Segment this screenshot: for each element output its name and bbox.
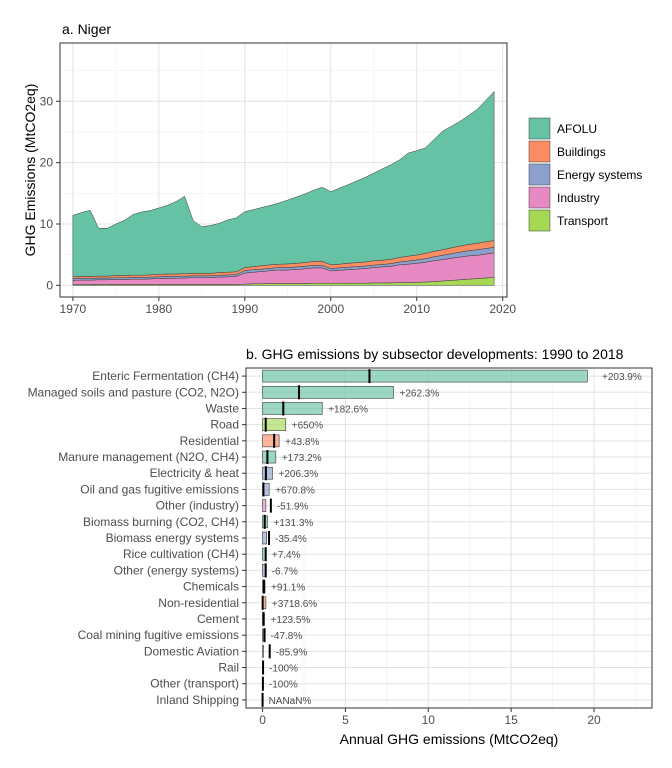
bar-electricity-heat [262,466,273,480]
legend-swatch-transport [528,209,551,232]
panel-a-title: a. Niger [62,21,111,37]
x-tick-label: 10 [422,713,436,727]
category-label: Inland Shipping [156,693,239,707]
change-label: +203.9% [602,372,642,383]
legend-label-afolu: AFOLU [557,122,597,136]
bar-road [262,418,287,431]
y-axis-title: GHG Emissions (MtCO2eq) [22,84,38,257]
panel-b-plot: +203.9% Enteric Fermentation (CH4) +262.3%… [28,367,653,727]
bar-biomass-energy-systems [262,531,268,545]
category-label: Domestic Aviation [144,644,239,658]
change-label: +173.2% [282,453,322,464]
category-label: Non-residential [158,596,239,610]
bar-domestic-aviation [262,645,264,658]
bar-managed-soils-and-pasture-co2-n2o [262,385,394,399]
change-label: +131.3% [274,518,314,529]
x-tick-label: 1980 [146,302,173,316]
category-label: Other (industry) [156,499,239,513]
category-label: Rice cultivation (CH4) [123,547,239,561]
legend-swatch-afolu [528,117,551,140]
change-label: NANaN% [269,696,312,707]
category-label: Managed soils and pasture (CO2, N2O) [28,385,239,399]
x-tick-label: 1990 [231,302,258,316]
change-label: +91.1% [271,583,305,594]
legend: AFOLU Buildings Energy systems Industry Tran… [528,117,642,232]
x-tick-label: 5 [342,713,349,727]
y-tick-label: 20 [40,156,54,170]
change-label: +3718.6% [272,599,317,610]
panel-b-border [245,367,653,709]
area-afolu [72,90,495,278]
bar-manure-management-n2o-ch4 [262,450,277,464]
change-label: +7.4% [272,550,301,561]
category-label: Cement [197,612,240,626]
change-label: -47.8% [271,631,303,642]
category-label: Other (energy systems) [114,563,239,577]
x-axis-title: Annual GHG emissions (MtCO2eq) [340,731,559,747]
category-label: Oil and gas fugitive emissions [80,482,239,496]
legend-swatch-buildings [528,140,551,163]
category-label: Waste [205,401,239,415]
panel-a-border [59,42,508,298]
x-tick-label: 1970 [60,302,87,316]
legend-label-transport: Transport [557,214,609,228]
x-tick-label: 0 [259,713,266,727]
change-label: +123.5% [271,615,311,626]
bar-enteric-fermentation-ch4 [262,369,588,383]
panel-a-plot: 1970 1980 1990 2000 2010 2020 0 10 20 30 [40,42,516,316]
change-label: +182.6% [328,404,368,415]
x-tick-label: 2000 [317,302,344,316]
y-tick-label: 30 [40,94,54,108]
change-label: -85.9% [276,647,308,658]
category-label: Other (transport) [150,677,239,691]
x-tick-label: 15 [504,713,518,727]
category-label: Manure management (N2O, CH4) [58,450,239,464]
change-label: -100% [269,680,298,691]
bar-other-industry [262,499,267,512]
change-label: -6.7% [272,566,298,577]
category-label: Coal mining fugitive emissions [78,628,239,642]
category-label: Rail [218,661,239,675]
change-label: +43.8% [285,437,319,448]
x-tick-label: 2020 [489,302,516,316]
legend-label-industry: Industry [557,191,600,205]
bar-residential [262,434,280,448]
y-tick-label: 0 [46,278,53,292]
legend-label-energy-systems: Energy systems [557,168,642,182]
x-tick-label: 2010 [403,302,430,316]
change-label: -100% [269,664,298,675]
change-label: +206.3% [279,469,319,480]
panel-b-title: b. GHG emissions by subsector developmen… [246,346,624,362]
change-label: -51.9% [277,502,309,513]
change-label: +670.8% [275,485,315,496]
category-label: Electricity & heat [150,466,240,480]
category-label: Chemicals [183,580,239,594]
change-label: +650% [292,421,324,432]
change-label: -35.4% [275,534,307,545]
change-label: +262.3% [399,388,439,399]
legend-swatch-industry [528,186,551,209]
category-label: Residential [180,434,239,448]
bar-waste [262,402,323,415]
category-label: Biomass energy systems [106,531,239,545]
bar-coal-mining-fugitive-emissions [262,628,264,642]
x-tick-label: 20 [587,713,601,727]
category-label: Biomass burning (CO2, CH4) [83,515,239,529]
legend-swatch-energy-systems [528,163,551,186]
category-label: Enteric Fermentation (CH4) [92,369,239,383]
legend-label-buildings: Buildings [557,145,606,159]
y-tick-label: 10 [40,217,54,231]
category-label: Road [210,418,239,432]
